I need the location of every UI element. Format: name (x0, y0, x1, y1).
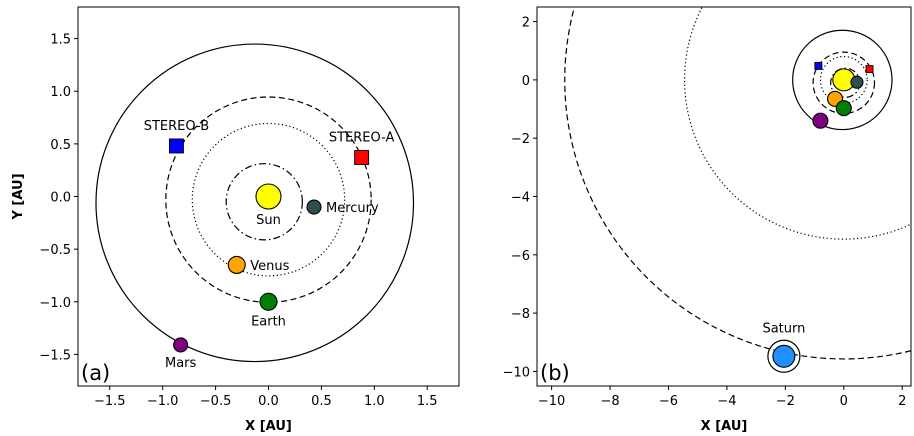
x-tick-label: −0.5 (200, 394, 232, 409)
y-tick-label: −10 (503, 365, 530, 380)
x-tick-label: 1.5 (417, 394, 438, 409)
panel-b-orbits (564, 7, 911, 360)
marker-saturn (772, 344, 796, 368)
marker-venus (227, 255, 246, 274)
panel-a-body-labels: Sun Mercury Venus Earth Mars STEREO-B STEREO-A (144, 119, 395, 371)
orbit-venus (819, 55, 868, 104)
orbit-mercury (225, 163, 303, 241)
label-mars: Mars (165, 356, 197, 371)
y-tick-label: 1.5 (50, 33, 71, 48)
y-tick-label: 0.5 (50, 138, 71, 153)
orbit-earth (165, 96, 372, 303)
orbit-venus (191, 122, 346, 277)
marker-mars (812, 112, 829, 129)
panel-b-xlabel: X [AU] (701, 419, 748, 434)
x-tick-label: 0 (840, 394, 848, 409)
marker-mercury (306, 199, 322, 215)
panel-a-orbits (95, 43, 415, 363)
label-earth: Earth (251, 314, 286, 329)
y-tick-label: 0 (522, 74, 530, 89)
x-tick-label: −8 (600, 394, 619, 409)
x-tick-label: −6 (659, 394, 678, 409)
label-saturn: Saturn (762, 321, 805, 336)
orbit-mars (95, 43, 415, 363)
x-tick-label: −10 (538, 394, 565, 409)
panel-a-tag: (a) (81, 361, 110, 385)
axes-frame (536, 6, 912, 387)
panel-a-axes: −1.5 −1.0 −0.5 0.0 0.5 1.0 1.5 −1.5 −1.0 −0.5 0.0 0… (39, 6, 460, 409)
y-tick-label: 0.0 (50, 191, 71, 206)
y-tick-label: −2 (511, 132, 530, 147)
marker-stereo-a (354, 150, 370, 165)
y-tick-label: −0.5 (39, 243, 71, 258)
marker-mars (173, 337, 189, 353)
marker-stereo-b (814, 61, 823, 70)
x-tick-label: 0.0 (258, 394, 279, 409)
orbit-mars (792, 29, 893, 131)
y-tick-label: −4 (511, 191, 530, 206)
marker-stereo-a (865, 65, 874, 74)
marker-mercury (850, 75, 864, 89)
panel-b: Saturn −10 −8 −6 −4 −2 0 2 −10 −8 −6 −4 −2 0 2 (b) X … (503, 6, 912, 434)
y-tick-label: −1.0 (39, 296, 71, 311)
panel-a: Sun Mercury Venus Earth Mars STEREO-B STEREO-A… (11, 6, 460, 434)
panel-b-bodies (767, 61, 874, 373)
saturn-ring (767, 339, 801, 373)
y-tick-label: 2 (522, 16, 530, 31)
x-tick-label: 0.5 (311, 394, 332, 409)
x-tick-label: 1.0 (364, 394, 385, 409)
panel-a-ylabel: Y [AU] (11, 173, 26, 220)
panel-a-xlabel: X [AU] (245, 419, 292, 434)
label-stereo-b: STEREO-B (144, 119, 209, 134)
label-stereo-a: STEREO-A (329, 131, 395, 146)
x-tick-label: −2 (776, 394, 795, 409)
x-tick-label: −1.5 (94, 394, 126, 409)
marker-earth (835, 100, 852, 117)
orbit-jupiter (684, 7, 911, 240)
label-mercury: Mercury (326, 201, 379, 216)
x-tick-label: −4 (717, 394, 736, 409)
label-sun: Sun (256, 213, 281, 228)
marker-sun (255, 183, 282, 210)
x-tick-label: 2 (898, 394, 906, 409)
y-tick-label: 1.0 (50, 85, 71, 100)
panel-b-tag: (b) (540, 361, 570, 385)
label-venus: Venus (250, 259, 289, 274)
panel-b-axes: −10 −8 −6 −4 −2 0 2 −10 −8 −6 −4 −2 0 2 (503, 6, 912, 409)
orbit-saturn (564, 7, 911, 360)
y-tick-label: −1.5 (39, 348, 71, 363)
panel-a-bodies (168, 138, 370, 353)
marker-stereo-b (168, 138, 184, 154)
y-tick-label: −8 (511, 307, 530, 322)
marker-earth (259, 292, 278, 311)
panel-b-body-labels: Saturn (762, 321, 805, 336)
x-tick-label: −1.0 (147, 394, 179, 409)
y-tick-label: −6 (511, 249, 530, 264)
